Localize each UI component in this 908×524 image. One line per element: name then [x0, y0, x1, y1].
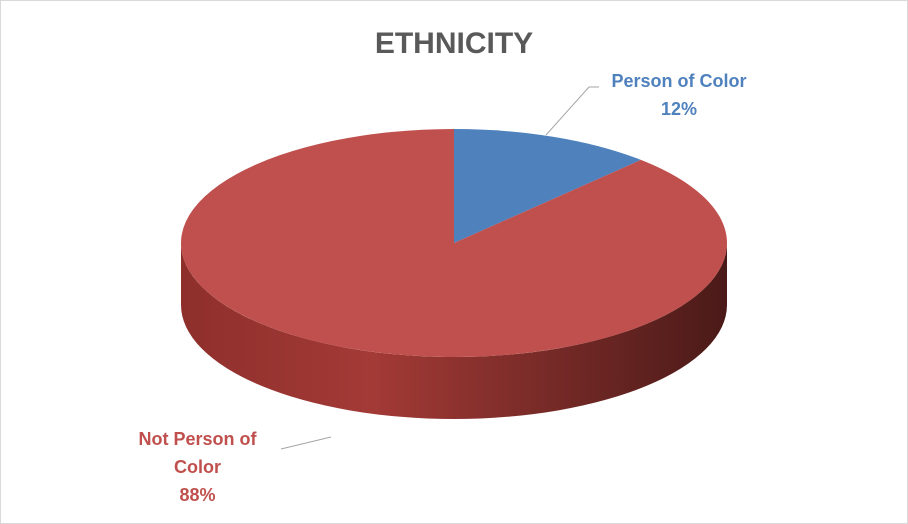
data-label: Person of Color 12% — [599, 67, 759, 123]
leader-line — [280, 436, 332, 450]
label-category: Not Person of Color — [138, 429, 257, 477]
label-value: 88% — [179, 485, 216, 505]
label-value: 12% — [660, 99, 698, 119]
pie-slice — [180, 129, 727, 357]
data-label: Not Person of Color 88% — [125, 425, 270, 509]
chart-title: ETHNICITY — [374, 27, 534, 60]
pie-slice-side — [181, 243, 727, 419]
leader-line — [545, 86, 590, 136]
label-category: Person of Color — [611, 71, 747, 91]
pie-slice — [454, 129, 641, 243]
